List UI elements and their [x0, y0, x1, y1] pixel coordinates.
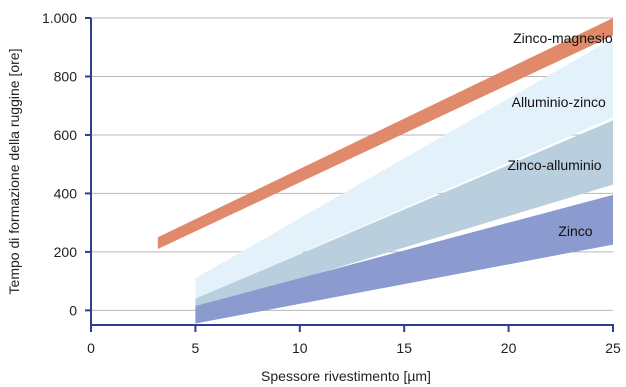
y-tick-label: 0 — [69, 302, 77, 318]
x-tick-label: 20 — [501, 340, 517, 356]
band-zinco-alluminio — [195, 120, 613, 311]
band-label-zinco: Zinco — [558, 223, 592, 239]
x-tick-label: 5 — [192, 340, 200, 356]
band-zinco-magnesio — [157, 18, 614, 249]
x-axis-title: Spessore rivestimento [µm] — [261, 368, 431, 384]
y-tick-label: 400 — [54, 185, 78, 201]
bands — [157, 18, 614, 324]
axes — [85, 17, 614, 332]
y-tick-label: 1.000 — [42, 10, 77, 26]
y-tick-labels: 0 200 400 600 800 1.000 — [42, 10, 77, 318]
band-label-zinco-magnesio: Zinco-magnesio — [513, 30, 613, 46]
x-tick-label: 10 — [292, 340, 308, 356]
band-label-zinco-alluminio: Zinco-alluminio — [507, 157, 601, 173]
y-tick-label: 200 — [54, 244, 78, 260]
band-label-alluminio-zinco: Alluminio-zinco — [512, 94, 606, 110]
band-alluminio-zinco — [195, 38, 613, 299]
x-tick-labels: 0 5 10 15 20 25 — [87, 340, 621, 356]
band-labels: Zinco-magnesio Alluminio-zinco Zinco-allum… — [507, 30, 612, 239]
y-axis-title: Tempo di formazione della ruggine [ore] — [6, 49, 22, 295]
band-zinco — [195, 194, 613, 324]
x-tick-label: 25 — [605, 340, 621, 356]
y-tick-label: 600 — [54, 127, 78, 143]
x-tick-label: 15 — [396, 340, 412, 356]
x-tick-label: 0 — [87, 340, 95, 356]
y-tick-label: 800 — [54, 68, 78, 84]
